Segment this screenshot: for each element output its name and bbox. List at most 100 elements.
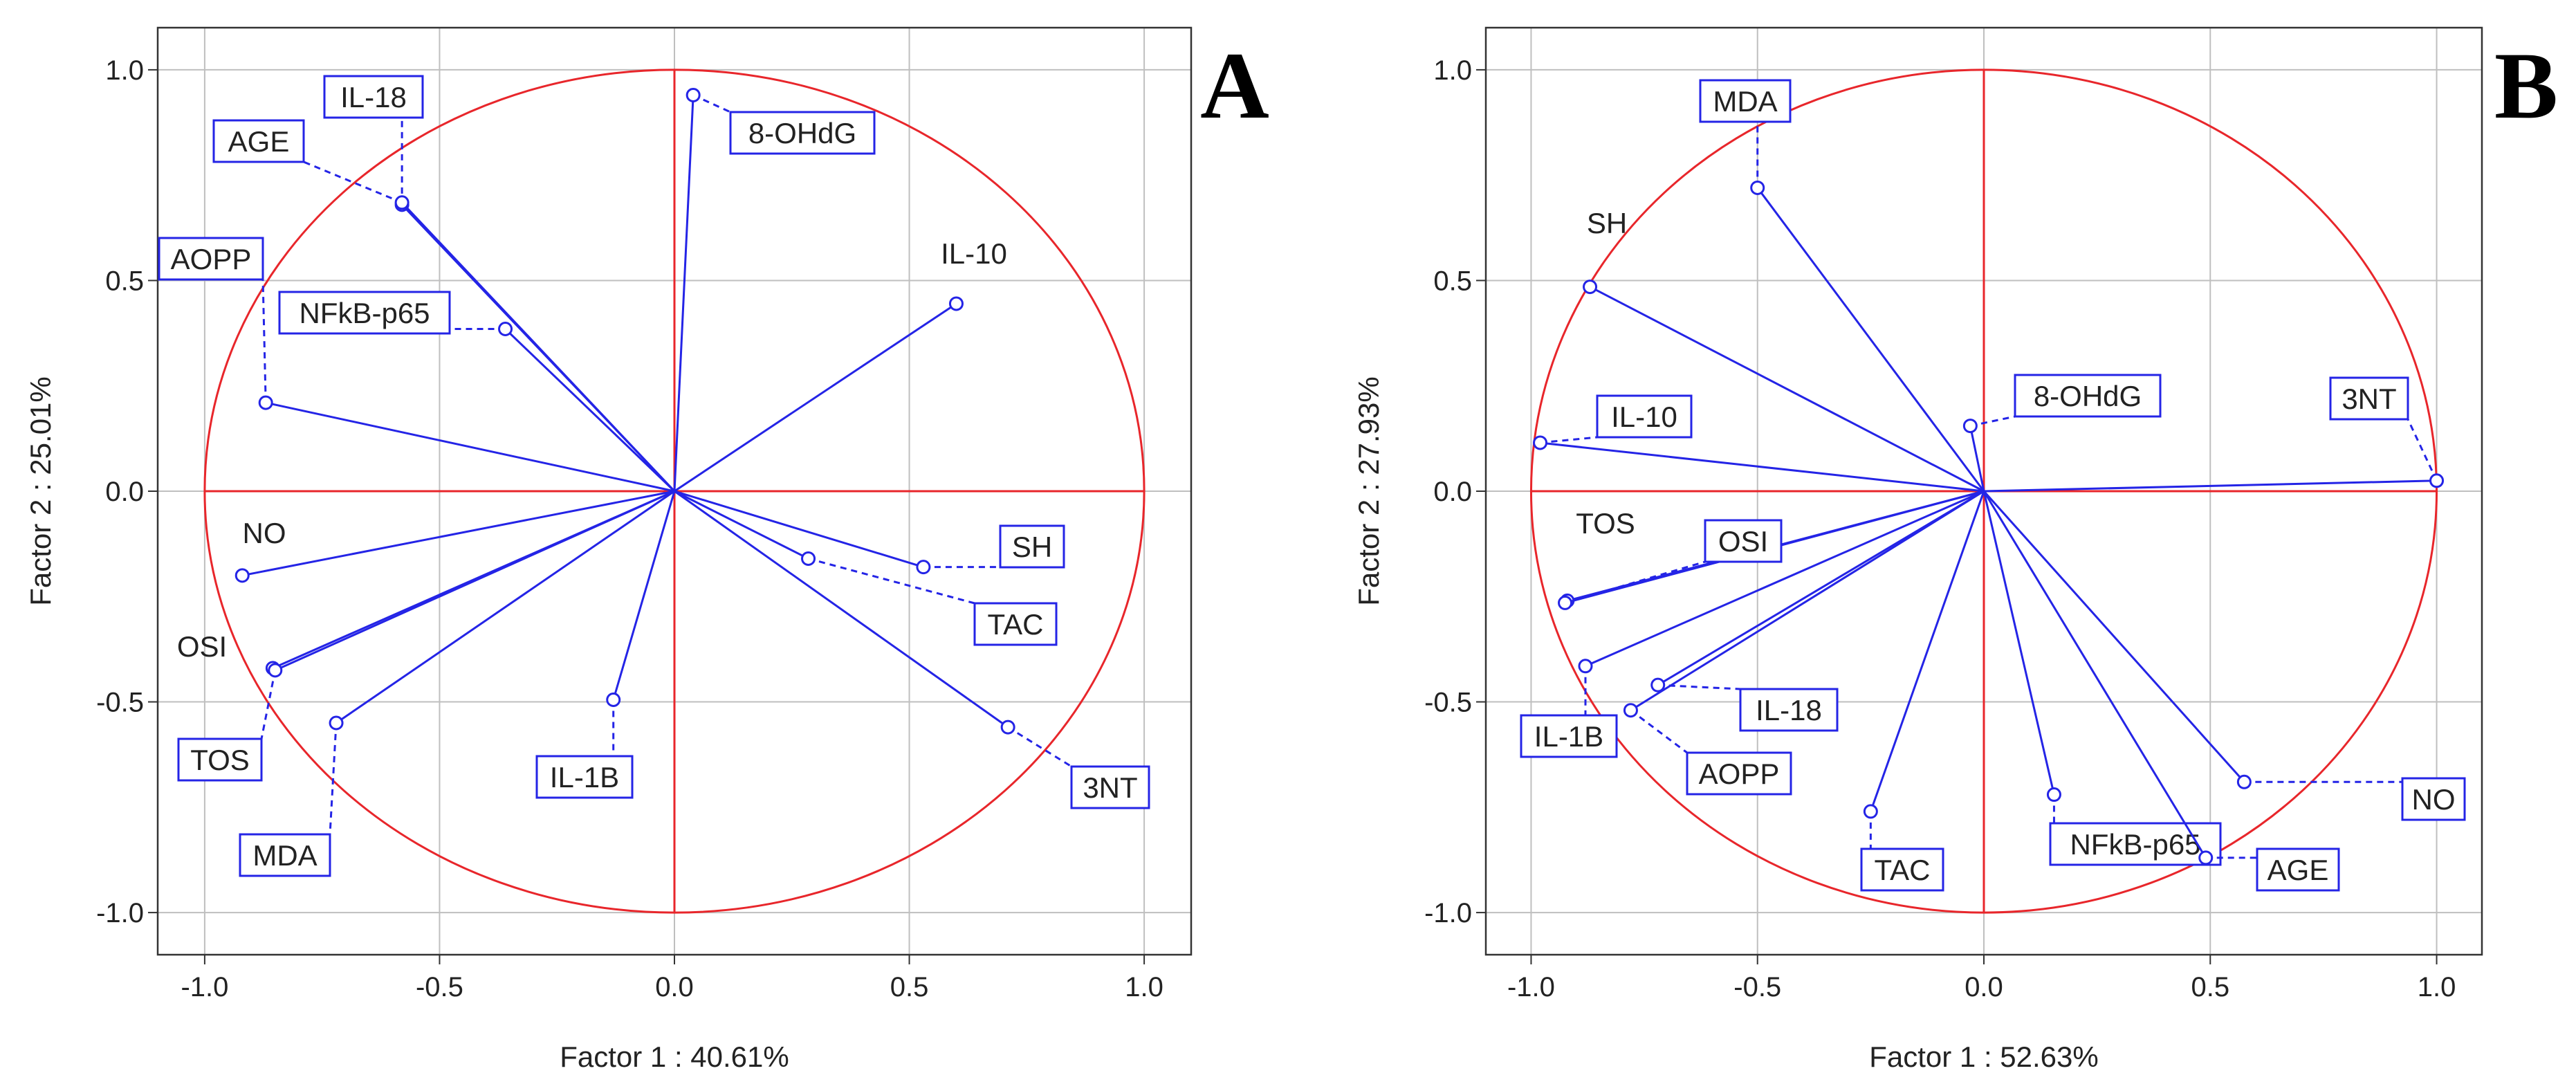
panel-a-vector-sh [674, 490, 924, 569]
panel-b-point-8-ohdg [1962, 419, 1978, 434]
panel-a-point-label-il-10: IL-10 [941, 237, 1007, 270]
panel-a: -1.0 -0.5 0.0 0.5 1.0 -1.0 -0.5 0.0 0.5 1.0 Factor… [24, 26, 1269, 1073]
panel-a-leader-line-3nt [1007, 726, 1072, 768]
panel-b-label-box-8-ohdg [2014, 374, 2162, 418]
panel-b-correlation-circle [1529, 68, 2438, 914]
panel-b-y-axis-title: Factor 2 : 27.93% [1352, 376, 1385, 606]
panel-b-point-aopp [1623, 703, 1638, 718]
panel-a-vector-mda [335, 490, 675, 724]
panel-b-vector-tac [1869, 490, 1985, 812]
panel-a-x-tick-label: 0.0 [655, 972, 694, 1002]
panel-b-leader-line-aopp [1630, 709, 1688, 754]
panel-b-vector-il-10 [1540, 441, 1985, 493]
panel-b-point-label-aopp: AOPP [1699, 758, 1780, 790]
panel-a-point-il-1b [606, 693, 621, 707]
panel-b-point-label-il-10: IL-10 [1611, 401, 1677, 433]
panel-a-x-tick-label: 0.5 [890, 972, 929, 1002]
panel-a-point-label-il-1b: IL-1B [550, 761, 619, 794]
panel-b-point-label-sh: SH [1587, 207, 1627, 239]
panel-a-label-box-tos [177, 737, 263, 782]
panel-a-point-label-tac: TAC [988, 608, 1044, 641]
panel-a-point-label-tos: TOS [190, 744, 250, 776]
panel-a-vector-8-ohdg [673, 95, 694, 492]
panel-b-point-label-8-ohdg: 8-OHdG [2034, 380, 2142, 412]
panel-b-point-label-age: AGE [2267, 854, 2329, 886]
panel-a-leader-line-8-ohdg [692, 94, 731, 113]
panel-a-leader-line-mda [329, 722, 338, 835]
panel-b-point-osi [1558, 595, 1573, 610]
panel-a-label-box-mda [239, 833, 331, 877]
panel-a-point-label-osi: OSI [177, 630, 227, 663]
panel-b-vector-il-18 [1657, 490, 1985, 686]
panel-a-y-tick-label: 1.0 [105, 55, 144, 86]
panel-b-point-label-mda: MDA [1713, 85, 1777, 118]
panel-a-label-box-nfkb-p65 [278, 291, 451, 335]
panel-b-vector-8-ohdg [1969, 425, 1985, 492]
panel-b-point-label-tac: TAC [1875, 854, 1931, 886]
panel-b-x-tick-label: 1.0 [2418, 972, 2456, 1002]
panel-b-x-tick-label: 0.0 [1965, 972, 2003, 1002]
panel-b-label-box-3nt [2329, 376, 2409, 421]
panel-a-y-tick-label: 0.0 [105, 477, 144, 507]
panel-a-point-sh [916, 560, 931, 575]
panel-a-point-tac [801, 551, 816, 566]
panel-a-label-box-aopp [158, 237, 264, 281]
panel-a-vector-il-1b [612, 490, 676, 700]
panel-b-point-label-osi: OSI [1718, 525, 1768, 558]
panel-b-y-tick-label: -1.0 [1424, 898, 1472, 928]
panel-a-point-label-sh: SH [1012, 531, 1052, 563]
panel-a-point-8-ohdg [686, 87, 701, 102]
panel-a-point-mda [329, 715, 344, 731]
panel-a-point-label-nfkb-p65: NFkB-p65 [299, 297, 430, 329]
panel-b: -1.0 -0.5 0.0 0.5 1.0 -1.0 -0.5 0.0 0.5 1.0 Factor… [1352, 26, 2558, 1073]
panel-a-x-tick-label: -0.5 [416, 972, 463, 1002]
panel-b-point-3nt [2429, 473, 2445, 488]
panel-a-point-label-aopp: AOPP [171, 243, 252, 275]
panel-b-leader-line-il-10 [1540, 436, 1598, 444]
panel-b-point-label-3nt: 3NT [2342, 383, 2396, 415]
panel-a-point-aopp [258, 395, 273, 410]
panel-a-vector-tac [674, 490, 809, 560]
panel-b-vector-no [1982, 490, 2245, 783]
panel-a-leader-line-tos [260, 670, 277, 740]
panel-b-label-box-il-18 [1739, 688, 1839, 732]
panel-a-x-tick-label: 1.0 [1125, 972, 1163, 1002]
panel-b-point-il-18 [1650, 677, 1666, 693]
panel-a-label-box-sh [999, 524, 1065, 569]
panel-a-label-box-8-ohdg [729, 111, 876, 155]
panel-a-letter: A [1200, 33, 1269, 138]
panel-b-x-tick-label: -1.0 [1507, 972, 1555, 1002]
panel-a-leader-line-age [303, 161, 403, 204]
panel-a-label-box-il-18 [323, 75, 424, 119]
panel-b-leader-line-3nt [2407, 419, 2438, 482]
panel-b-y-tick-label: 1.0 [1433, 55, 1472, 86]
panel-b-x-tick-label: 0.5 [2191, 972, 2229, 1002]
panel-b-label-box-il-10 [1596, 394, 1693, 439]
panel-a-point-label-mda: MDA [252, 839, 317, 872]
panel-b-point-age [2198, 850, 2214, 865]
panel-b-point-mda [1750, 180, 1765, 195]
panel-a-point-label-il-18: IL-18 [340, 81, 407, 113]
panel-a-x-tick-label: -1.0 [181, 972, 228, 1002]
panel-a-vector-aopp [265, 401, 675, 493]
panel-b-leader-line-osi [1565, 560, 1706, 604]
panel-a-correlation-circle [203, 68, 1146, 914]
panel-a-point-label-8-ohdg: 8-OHdG [748, 117, 856, 149]
panel-a-point-label-no: NO [243, 517, 286, 549]
panel-b-point-il-1b [1578, 659, 1593, 674]
panel-b-leader-line-8-ohdg [1970, 415, 2016, 428]
panel-b-vector-age [1982, 490, 2207, 859]
panel-b-y-tick-label: -0.5 [1424, 688, 1472, 718]
panel-a-point-label-age: AGE [228, 125, 290, 158]
panel-b-label-box-tac [1860, 847, 1944, 892]
panel-b-vector-il-1b [1585, 490, 1985, 668]
panel-a-vector-il-10 [674, 302, 957, 493]
panel-b-point-label-tos: TOS [1576, 507, 1635, 540]
panel-b-point-il-10 [1533, 435, 1548, 450]
panel-b-label-box-no [2401, 777, 2466, 821]
panel-a-label-box-3nt [1070, 765, 1150, 809]
panel-a-vector-no [241, 490, 675, 577]
panel-b-label-box-nfkb-p65 [2049, 822, 2222, 866]
